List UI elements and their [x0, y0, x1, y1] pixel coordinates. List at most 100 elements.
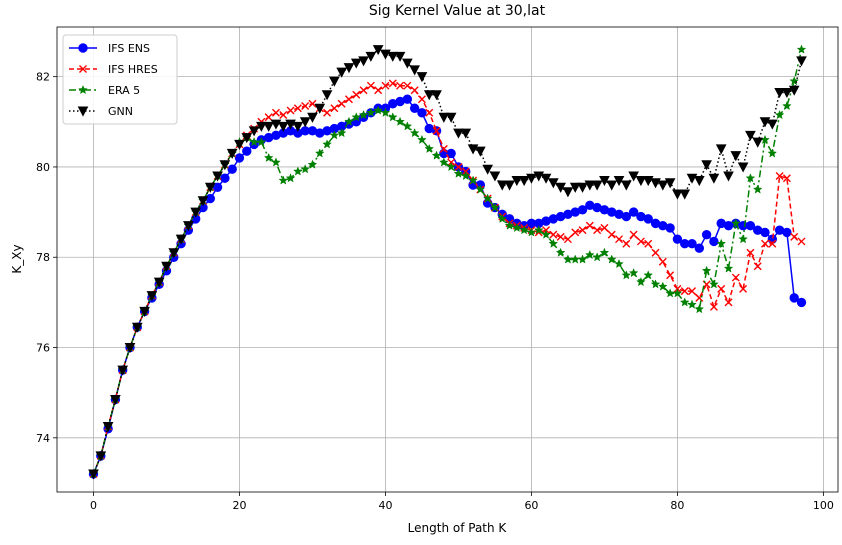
data-point [190, 207, 202, 218]
data-point [504, 220, 515, 230]
data-point [745, 173, 756, 183]
data-point [753, 262, 762, 271]
data-point [439, 144, 448, 153]
data-point [511, 175, 523, 187]
data-point [723, 263, 734, 273]
data-point [745, 220, 756, 231]
series-line [92, 82, 802, 475]
data-point [701, 229, 712, 240]
data-point [380, 107, 391, 117]
data-point [460, 170, 471, 181]
data-point [789, 293, 799, 303]
data-point [672, 288, 683, 298]
data-point [688, 287, 697, 296]
data-point [460, 128, 472, 139]
data-point [665, 223, 675, 233]
data-point [329, 76, 340, 87]
data-point [431, 150, 442, 160]
data-point [417, 108, 427, 118]
data-point [650, 279, 661, 289]
data-point [766, 119, 778, 130]
data-point [797, 237, 806, 246]
data-point [425, 108, 434, 117]
data-point [497, 213, 508, 223]
data-point [219, 160, 231, 171]
data-point [263, 121, 275, 132]
data-point [110, 394, 121, 406]
data-point [584, 249, 595, 260]
data-point [394, 51, 406, 62]
data-point [373, 105, 383, 115]
data-point [585, 221, 594, 230]
data-point [344, 116, 354, 126]
data-point [571, 228, 580, 237]
data-point [468, 175, 478, 185]
data-point [643, 214, 653, 224]
data-point [782, 100, 792, 111]
data-point [745, 130, 756, 141]
data-point [693, 175, 705, 187]
data-point [709, 279, 719, 289]
legend-marker [77, 106, 89, 117]
data-point [687, 299, 697, 309]
legend-label: IFS ENS [108, 42, 150, 55]
data-point [694, 304, 705, 314]
x-tick-label: 0 [90, 499, 97, 512]
data-point [350, 58, 362, 69]
data-point [475, 184, 486, 194]
data-point [672, 189, 683, 200]
data-point [314, 148, 325, 158]
data-point [409, 127, 420, 138]
data-point [431, 90, 442, 101]
data-point [445, 112, 457, 123]
data-point [197, 196, 209, 207]
data-point [424, 143, 435, 154]
data-point [330, 104, 339, 113]
data-point [621, 211, 632, 222]
data-point [308, 99, 317, 108]
data-point [279, 111, 288, 120]
data-point [366, 81, 375, 90]
data-point [323, 108, 332, 117]
data-point [489, 171, 501, 182]
data-point [153, 277, 165, 288]
legend-label: IFS HRES [108, 63, 158, 76]
data-point [789, 76, 800, 86]
data-point [556, 232, 565, 241]
data-point [387, 112, 398, 122]
data-point [395, 116, 405, 126]
data-point [307, 159, 318, 169]
data-point [439, 157, 449, 167]
data-point [695, 293, 704, 302]
data-point [343, 63, 355, 74]
data-point [242, 146, 252, 156]
data-point [256, 137, 267, 147]
data-point [351, 112, 362, 122]
data-point [570, 254, 581, 264]
data-point [402, 58, 413, 69]
data-point [737, 162, 749, 173]
data-point [344, 95, 353, 104]
data-point [381, 81, 390, 90]
data-point [504, 180, 515, 191]
data-point [636, 276, 646, 287]
data-point [337, 99, 346, 108]
y-tick-label: 78 [36, 251, 50, 264]
x-tick-label: 20 [232, 499, 246, 512]
series-ifs-hres [89, 79, 806, 478]
series-line [92, 49, 803, 475]
data-point [490, 202, 500, 212]
data-point [796, 44, 807, 54]
legend-box [62, 34, 178, 125]
data-point [175, 234, 187, 245]
legend-marker [78, 43, 88, 53]
data-point [482, 164, 493, 175]
data-point [752, 137, 764, 148]
data-point [423, 90, 435, 101]
data-point [263, 152, 274, 163]
legend-label: GNN [108, 105, 133, 118]
legend-label: ERA 5 [108, 84, 140, 97]
data-point [117, 365, 129, 376]
data-point [314, 103, 326, 114]
